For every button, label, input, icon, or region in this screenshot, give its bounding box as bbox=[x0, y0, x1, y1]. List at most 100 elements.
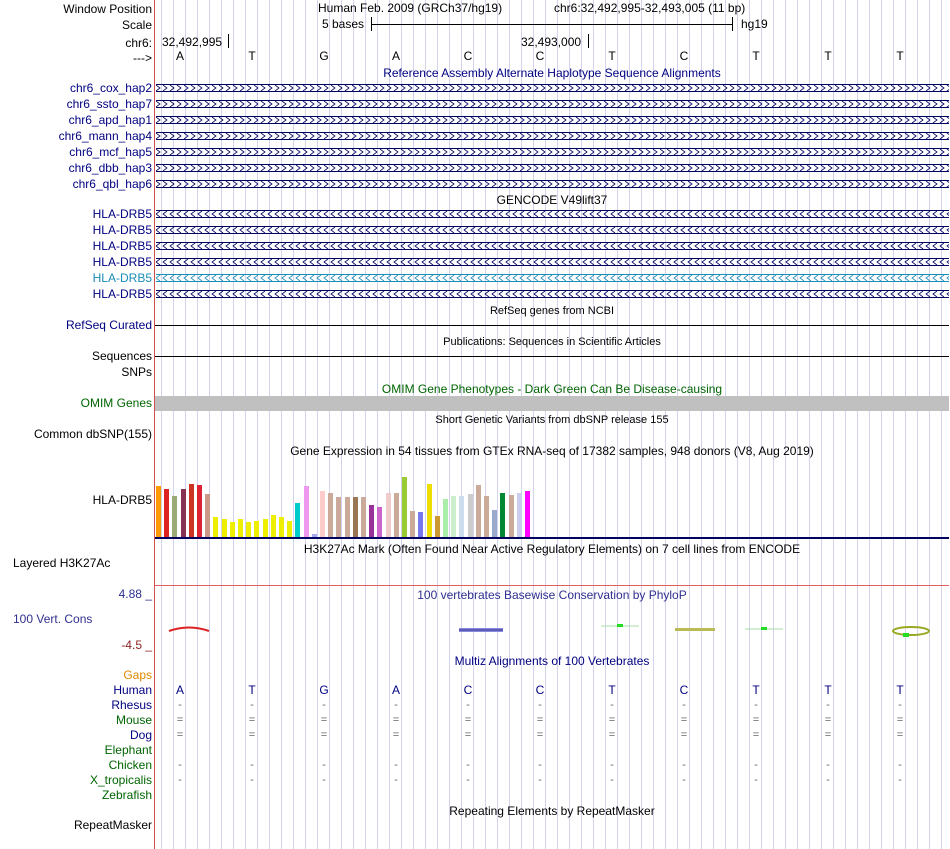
publications-title[interactable]: Publications: Sequences in Scientific Ar… bbox=[443, 336, 661, 348]
gencode-transcript-bar[interactable] bbox=[156, 274, 949, 282]
gencode-transcript-bar[interactable] bbox=[156, 242, 949, 250]
gtex-gene-label[interactable]: HLA-DRB5 bbox=[92, 493, 152, 507]
hap-label[interactable]: chr6_qbl_hap6 bbox=[72, 177, 152, 191]
gtex-tissue-bar[interactable] bbox=[303, 486, 309, 537]
gtex-tissue-bar[interactable] bbox=[229, 522, 235, 537]
gtex-tissue-bar[interactable] bbox=[262, 519, 268, 537]
gtex-tissue-bar[interactable] bbox=[279, 517, 284, 537]
species-elephant[interactable]: Elephant bbox=[104, 743, 152, 757]
gtex-tissue-bar[interactable] bbox=[434, 516, 440, 537]
gtex-tissue-bar[interactable] bbox=[475, 485, 481, 537]
gencode-transcript-bar[interactable] bbox=[156, 226, 949, 234]
gencode-label[interactable]: HLA-DRB5 bbox=[92, 223, 152, 237]
gtex-tissue-bar[interactable] bbox=[410, 511, 416, 537]
gtex-tissue-bar[interactable] bbox=[270, 515, 276, 537]
omim-bar[interactable] bbox=[155, 396, 949, 411]
gencode-label[interactable]: HLA-DRB5 bbox=[92, 287, 152, 301]
gencode-label-highlight[interactable]: HLA-DRB5 bbox=[92, 271, 152, 285]
h3k27ac-label[interactable]: Layered H3K27Ac bbox=[13, 556, 111, 570]
species-chicken[interactable]: Chicken bbox=[108, 758, 152, 772]
gtex-tissue-bar[interactable] bbox=[197, 485, 202, 537]
gtex-tissue-bar[interactable] bbox=[467, 494, 473, 537]
phylop-label[interactable]: 100 Vert. Cons bbox=[13, 612, 93, 626]
species-rhesus[interactable]: Rhesus bbox=[111, 698, 152, 712]
hap-label[interactable]: chr6_dbb_hap3 bbox=[68, 161, 152, 175]
dbsnp-label[interactable]: Common dbSNP(155) bbox=[33, 427, 152, 441]
gtex-tissue-bar[interactable] bbox=[443, 499, 448, 537]
hap-alignment-bar[interactable] bbox=[156, 132, 949, 140]
species-human[interactable]: Human bbox=[113, 683, 152, 697]
gtex-tissue-bar[interactable] bbox=[426, 484, 432, 537]
gtex-tissue-bar[interactable] bbox=[484, 496, 489, 537]
hap-label[interactable]: chr6_ssto_hap7 bbox=[66, 97, 152, 111]
gtex-tissue-bar[interactable] bbox=[459, 496, 465, 537]
gtex-tissue-bar[interactable] bbox=[246, 522, 252, 537]
gtex-tissue-bar[interactable] bbox=[180, 489, 186, 537]
repeatmasker-label[interactable]: RepeatMasker bbox=[73, 818, 152, 832]
hap-alignment-bar[interactable] bbox=[156, 164, 949, 172]
gencode-label[interactable]: HLA-DRB5 bbox=[92, 255, 152, 269]
gtex-tissue-bar[interactable] bbox=[385, 493, 391, 537]
h3k27ac-title[interactable]: H3K27Ac Mark (Often Found Near Active Re… bbox=[303, 542, 801, 556]
gtex-tissue-bar[interactable] bbox=[393, 493, 399, 537]
gtex-tissue-bar[interactable] bbox=[188, 484, 194, 537]
gtex-tissue-bar[interactable] bbox=[336, 497, 342, 537]
gtex-bar-chart[interactable] bbox=[155, 459, 949, 539]
species-dog[interactable]: Dog bbox=[129, 728, 152, 742]
refseq-label[interactable]: RefSeq Curated bbox=[65, 318, 152, 332]
hap-alignment-bar[interactable] bbox=[156, 116, 949, 124]
repeatmasker-title[interactable]: Repeating Elements by RepeatMasker bbox=[449, 804, 655, 818]
gtex-tissue-bar[interactable] bbox=[402, 477, 407, 537]
alt-hap-title[interactable]: Reference Assembly Alternate Haplotype S… bbox=[383, 66, 721, 80]
gtex-title[interactable]: Gene Expression in 54 tissues from GTEx … bbox=[290, 444, 814, 458]
phylop-title[interactable]: 100 vertebrates Basewise Conservation by… bbox=[417, 588, 687, 602]
gtex-tissue-bar[interactable] bbox=[369, 505, 375, 537]
omim-label[interactable]: OMIM Genes bbox=[80, 396, 152, 410]
omim-title[interactable]: OMIM Gene Phenotypes - Dark Green Can Be… bbox=[381, 382, 723, 396]
species-x-tropicalis[interactable]: X_tropicalis bbox=[89, 773, 152, 787]
species-zebrafish[interactable]: Zebrafish bbox=[101, 788, 152, 802]
gtex-tissue-bar[interactable] bbox=[328, 493, 334, 537]
hap-label[interactable]: chr6_cox_hap2 bbox=[69, 81, 152, 95]
gtex-tissue-bar[interactable] bbox=[156, 486, 161, 537]
sequences-label[interactable]: Sequences bbox=[91, 349, 152, 363]
hap-label[interactable]: chr6_mann_hap4 bbox=[58, 129, 152, 143]
gtex-tissue-bar[interactable] bbox=[311, 534, 317, 537]
hap-alignment-bar[interactable] bbox=[156, 84, 949, 92]
gtex-tissue-bar[interactable] bbox=[254, 521, 260, 537]
hap-label[interactable]: chr6_apd_hap1 bbox=[68, 113, 152, 127]
gtex-tissue-bar[interactable] bbox=[418, 512, 424, 537]
gtex-tissue-bar[interactable] bbox=[238, 519, 243, 537]
gtex-tissue-bar[interactable] bbox=[172, 496, 178, 537]
gencode-label[interactable]: HLA-DRB5 bbox=[92, 239, 152, 253]
gtex-tissue-bar[interactable] bbox=[451, 496, 457, 537]
species-mouse[interactable]: Mouse bbox=[115, 713, 152, 727]
gtex-tissue-bar[interactable] bbox=[205, 494, 211, 537]
gtex-tissue-bar[interactable] bbox=[344, 497, 350, 537]
gencode-transcript-bar[interactable] bbox=[156, 210, 949, 218]
hap-alignment-bar[interactable] bbox=[156, 100, 949, 108]
gaps-label[interactable]: Gaps bbox=[123, 668, 152, 682]
gtex-tissue-bar[interactable] bbox=[164, 489, 170, 537]
refseq-title[interactable]: RefSeq genes from NCBI bbox=[489, 305, 615, 317]
gtex-tissue-bar[interactable] bbox=[295, 503, 301, 537]
dbsnp-title[interactable]: Short Genetic Variants from dbSNP releas… bbox=[435, 414, 669, 426]
snps-label[interactable]: SNPs bbox=[121, 365, 152, 379]
gtex-tissue-bar[interactable] bbox=[352, 497, 358, 537]
gtex-tissue-bar[interactable] bbox=[213, 517, 219, 537]
gtex-tissue-bar[interactable] bbox=[525, 491, 530, 537]
gencode-title[interactable]: GENCODE V49lift37 bbox=[496, 193, 608, 207]
gtex-tissue-bar[interactable] bbox=[492, 510, 498, 537]
gtex-tissue-bar[interactable] bbox=[221, 519, 227, 537]
gtex-tissue-bar[interactable] bbox=[361, 497, 366, 537]
multiz-title[interactable]: Multiz Alignments of 100 Vertebrates bbox=[454, 654, 650, 668]
gtex-tissue-bar[interactable] bbox=[287, 521, 293, 537]
gencode-transcript-bar[interactable] bbox=[156, 258, 949, 266]
gtex-tissue-bar[interactable] bbox=[320, 491, 325, 537]
hap-alignment-bar[interactable] bbox=[156, 148, 949, 156]
hap-label[interactable]: chr6_mcf_hap5 bbox=[69, 145, 152, 159]
gencode-transcript-bar[interactable] bbox=[156, 290, 949, 298]
hap-alignment-bar[interactable] bbox=[156, 180, 949, 188]
gencode-label[interactable]: HLA-DRB5 bbox=[92, 207, 152, 221]
gtex-tissue-bar[interactable] bbox=[508, 495, 514, 537]
